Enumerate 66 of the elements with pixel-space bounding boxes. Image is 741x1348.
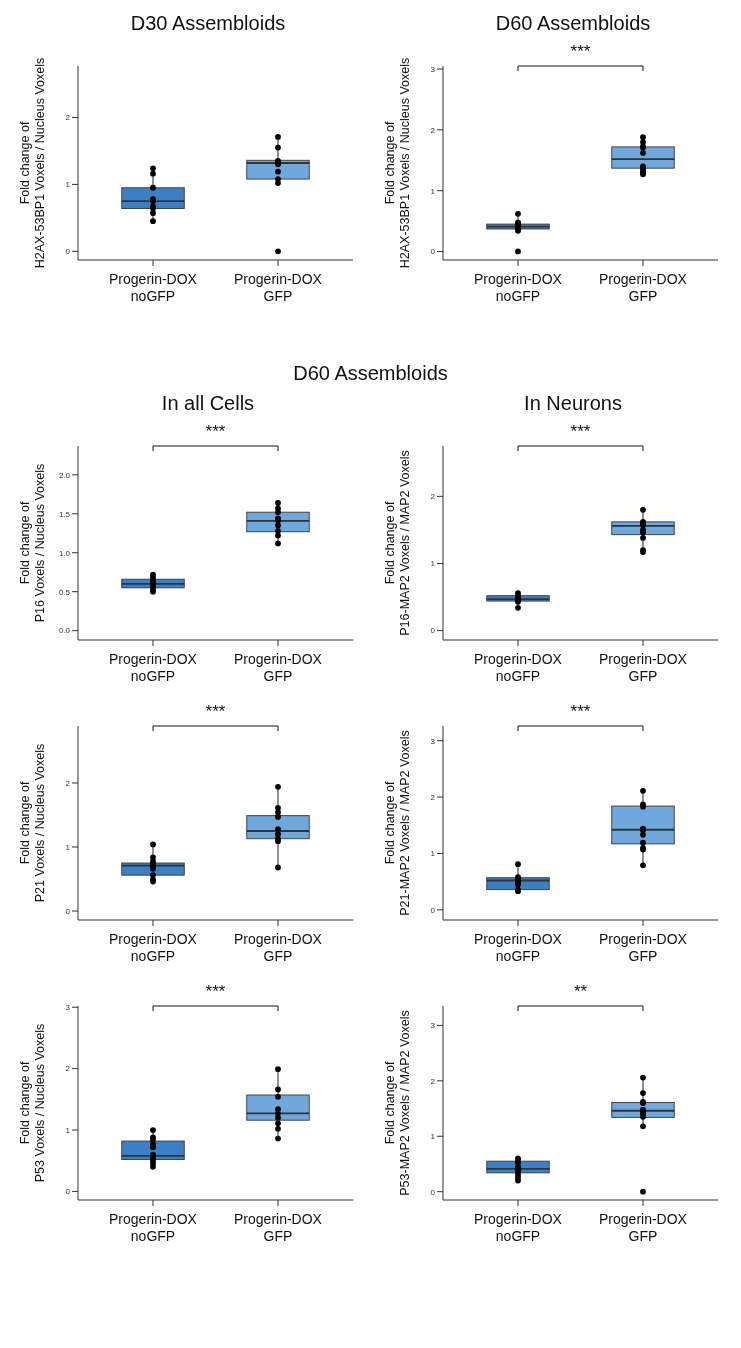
x-tick-label: Progerin-DOX GFP: [234, 651, 323, 684]
x-tick-label: Progerin-DOX noGFP: [474, 271, 563, 304]
y-axis-title: Fold change of P21 Voxels / Nucleus Voxels: [17, 743, 47, 903]
y-axis-title: Fold change of P16 Voxels / Nucleus Voxels: [17, 463, 47, 623]
y-axis-title: Fold change of H2AX-53BP1 Voxels / Nucleus Voxels: [382, 57, 412, 269]
y-tick-label: 2.0: [58, 470, 71, 480]
x-tick-label: Progerin-DOX GFP: [599, 271, 688, 304]
y-axis-title: Fold change of P53 Voxels / Nucleus Voxels: [17, 1023, 47, 1183]
x-tick-label: Progerin-DOX GFP: [599, 931, 688, 964]
y-tick-label: 3: [430, 64, 436, 74]
y-tick-label: 3: [430, 736, 436, 746]
x-tick-label: Progerin-DOX GFP: [234, 271, 323, 304]
y-tick-label: 3: [65, 1003, 71, 1013]
y-axis-title: Fold change of P53-MAP2 Voxels / MAP2 Voxels: [382, 1010, 412, 1196]
y-tick-label: 1: [430, 559, 436, 569]
y-tick-label: 1: [65, 1125, 71, 1135]
y-tick-label: 0: [65, 1187, 71, 1197]
y-tick-label: 1: [430, 849, 436, 859]
y-tick-label: 0.0: [58, 626, 71, 636]
x-tick-label: Progerin-DOX noGFP: [109, 931, 198, 964]
y-tick-label: 2: [430, 792, 436, 802]
y-tick-label: 0: [65, 247, 71, 257]
x-tick-label: Progerin-DOX noGFP: [474, 1211, 563, 1244]
y-tick-label: 0: [65, 906, 71, 916]
chart-title: D60 Assembloids: [292, 361, 449, 386]
text: ***: [569, 42, 592, 62]
y-tick-label: 2: [430, 492, 436, 502]
x-tick-label: Progerin-DOX GFP: [234, 1211, 323, 1244]
text: ***: [569, 702, 592, 722]
y-tick-label: 1: [430, 186, 436, 196]
text: ***: [204, 982, 227, 1002]
y-tick-label: 1: [65, 842, 71, 852]
chart-title: D60 Assembloids: [494, 11, 652, 36]
x-tick-label: Progerin-DOX noGFP: [474, 651, 563, 684]
y-tick-label: 1: [430, 1132, 436, 1142]
x-tick-label: Progerin-DOX noGFP: [109, 651, 198, 684]
y-axis-title: Fold change of H2AX-53BP1 Voxels / Nucleus Voxels: [17, 57, 47, 269]
y-tick-label: 2: [430, 125, 436, 135]
y-tick-label: 3: [430, 1021, 436, 1031]
y-axis-title: Fold change of P21-MAP2 Voxels / MAP2 Voxels: [382, 730, 412, 916]
chart-title: D30 Assembloids: [129, 11, 287, 36]
y-tick-label: 2: [65, 113, 71, 123]
y-tick-label: 0: [430, 1187, 436, 1197]
y-tick-label: 2: [430, 1076, 436, 1086]
text: ***: [204, 702, 227, 722]
y-tick-label: 0: [430, 247, 436, 257]
y-tick-label: 1.0: [58, 548, 71, 558]
x-tick-label: Progerin-DOX noGFP: [109, 271, 198, 304]
text: **: [572, 982, 589, 1002]
y-tick-label: 0: [430, 626, 436, 636]
x-tick-label: Progerin-DOX noGFP: [109, 1211, 198, 1244]
text: ***: [569, 422, 592, 442]
y-tick-label: 1: [65, 180, 71, 190]
y-tick-label: 0.5: [58, 587, 71, 597]
y-tick-label: 2: [65, 778, 71, 788]
x-tick-label: Progerin-DOX GFP: [599, 1211, 688, 1244]
text: ***: [204, 422, 227, 442]
y-axis-title: Fold change of P16-MAP2 Voxels / MAP2 Voxels: [382, 450, 412, 636]
x-tick-label: Progerin-DOX noGFP: [474, 931, 563, 964]
y-tick-label: 2: [65, 1064, 71, 1074]
y-tick-label: 1.5: [58, 509, 71, 519]
chart-subtitle: In all Cells: [160, 391, 256, 416]
y-tick-label: 0: [430, 905, 436, 915]
x-tick-label: Progerin-DOX GFP: [234, 931, 323, 964]
chart-subtitle: In Neurons: [523, 391, 623, 416]
x-tick-label: Progerin-DOX GFP: [599, 651, 688, 684]
